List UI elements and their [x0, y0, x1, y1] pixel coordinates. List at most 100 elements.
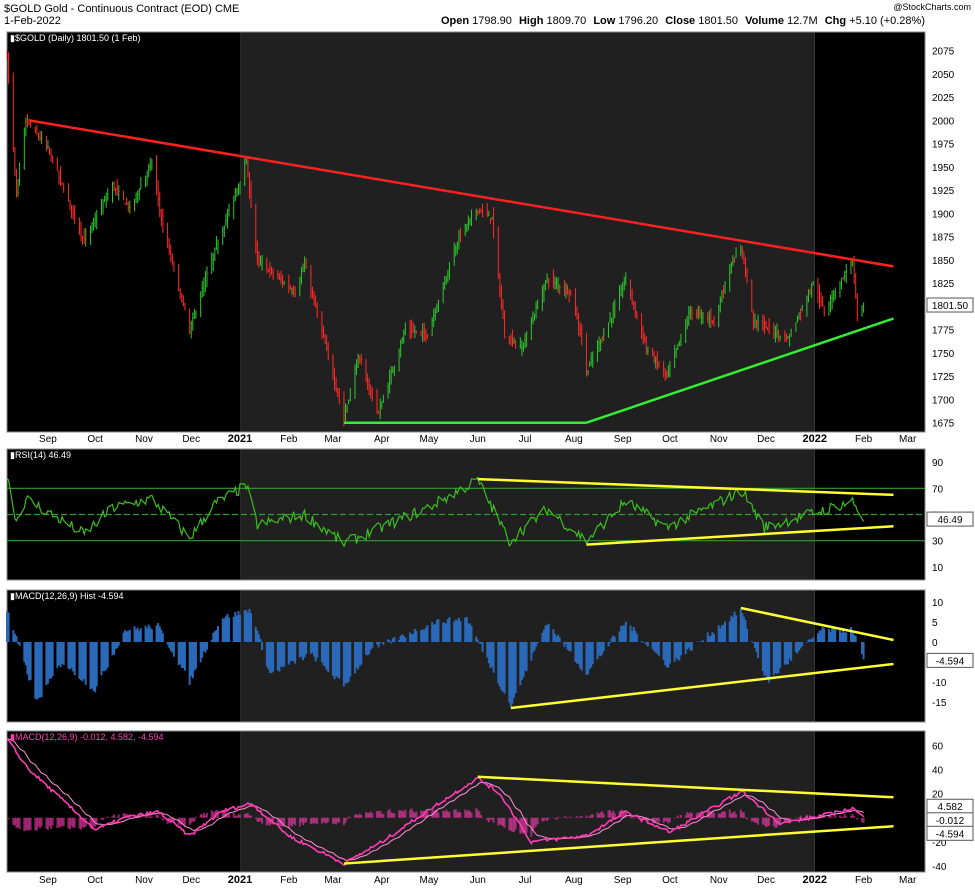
hist-bar	[546, 625, 549, 642]
hist-bar	[478, 642, 481, 644]
hist-bar	[777, 642, 780, 674]
macd-hist-bar	[711, 811, 714, 818]
hist-bar	[415, 630, 418, 642]
hist-bar	[420, 630, 423, 642]
macd-hist-bar	[490, 817, 493, 820]
y-tick-label: 1700	[932, 395, 955, 406]
macd-hist-bar	[366, 812, 369, 818]
hist-bar	[665, 642, 668, 668]
hist-bar	[113, 642, 116, 655]
x-tick-label: Feb	[855, 434, 873, 445]
x-tick-label: Jul	[519, 434, 532, 445]
hist-bar	[327, 642, 330, 673]
macd-hist-bar	[62, 817, 65, 827]
x-tick-label: Jun	[470, 434, 486, 445]
macd-hist-bar	[601, 811, 604, 818]
macd-hist-bar	[122, 813, 125, 818]
hist-bar	[708, 636, 711, 642]
hist-bar	[158, 626, 161, 642]
hist-bar	[673, 642, 676, 662]
macd-hist-bar	[735, 814, 738, 818]
macd-hist-bar	[667, 817, 670, 824]
hist-bar	[588, 642, 591, 670]
last-value-label: -4.594	[936, 656, 965, 667]
hist-bar	[182, 642, 185, 668]
hist-bar	[676, 642, 679, 660]
hist-bar	[84, 642, 87, 685]
macd-hist-bar	[827, 814, 830, 818]
x-tick-label: Dec	[757, 875, 775, 886]
hist-bar	[179, 642, 182, 665]
hist-bar	[862, 642, 865, 660]
macd-hist-bar	[70, 817, 73, 827]
y-tick-label: 5	[932, 618, 938, 629]
x-tick-label: Oct	[87, 875, 103, 886]
hist-bar	[601, 642, 604, 655]
hist-bar	[155, 625, 158, 642]
hist-bar	[133, 626, 136, 642]
macd-hist-bar	[631, 817, 634, 819]
y-tick-label: 2025	[932, 93, 955, 104]
macd-hist-bar	[190, 817, 193, 824]
macd-hist-bar	[777, 817, 780, 825]
macd-hist-bar	[29, 817, 32, 831]
hist-bar	[823, 628, 826, 642]
macd-hist-bar	[177, 817, 180, 826]
macd-hist-bar	[261, 817, 264, 824]
hist-bar	[645, 642, 648, 645]
hist-bar	[646, 642, 649, 647]
hist-bar	[279, 642, 282, 667]
hist-bar	[432, 624, 435, 642]
macd-hist-bar	[709, 811, 712, 818]
macd-hist-bar	[371, 813, 374, 818]
hist-bar	[810, 639, 813, 642]
hist-bar	[127, 630, 130, 642]
macd-hist-bar	[149, 814, 152, 818]
hist-bar	[376, 642, 379, 645]
hist-bar	[111, 642, 114, 656]
hist-bar	[338, 642, 341, 679]
hist-bar	[785, 642, 788, 665]
panel-band	[814, 590, 925, 722]
hist-bar	[95, 642, 98, 687]
macd-hist-bar	[327, 817, 330, 822]
macd-hist-bar	[479, 815, 482, 818]
macd-hist-bar	[204, 814, 207, 818]
macd-hist-bar	[223, 812, 226, 818]
hist-bar	[45, 642, 48, 686]
hist-bar	[489, 642, 492, 669]
macd-hist-bar	[459, 812, 462, 818]
y-tick-label: 0	[932, 638, 938, 649]
hist-bar	[838, 629, 841, 642]
hist-bar	[709, 635, 712, 642]
hist-bar	[138, 630, 141, 642]
macd-hist-bar	[39, 817, 42, 829]
hist-bar	[349, 642, 352, 677]
macd-hist-bar	[183, 817, 186, 827]
hist-bar	[135, 629, 138, 642]
hist-bar	[26, 642, 29, 675]
macd-hist-bar	[124, 813, 127, 818]
macd-hist-bar	[653, 817, 656, 824]
hist-bar	[331, 642, 334, 676]
panel-band	[7, 731, 241, 872]
macd-hist-bar	[228, 812, 231, 818]
macd-hist-bar	[398, 810, 401, 818]
macd-hist-bar	[61, 817, 64, 826]
hist-bar	[744, 620, 747, 642]
hist-bar	[831, 627, 834, 642]
macd-hist-bar	[522, 817, 525, 835]
macd-hist-bar	[117, 814, 120, 818]
hist-bar	[205, 642, 208, 650]
hist-bar	[23, 642, 26, 662]
hist-bar	[620, 625, 623, 642]
hist-bar	[291, 642, 293, 661]
macd-hist-bar	[180, 817, 183, 826]
panel-band	[240, 32, 815, 432]
macd-hist-bar	[161, 817, 164, 821]
macd-hist-bar	[487, 817, 490, 823]
hist-bar	[24, 642, 27, 666]
macd-hist-bar	[314, 817, 317, 824]
macd-hist-bar	[83, 817, 86, 828]
macd-hist-bar	[245, 813, 248, 818]
